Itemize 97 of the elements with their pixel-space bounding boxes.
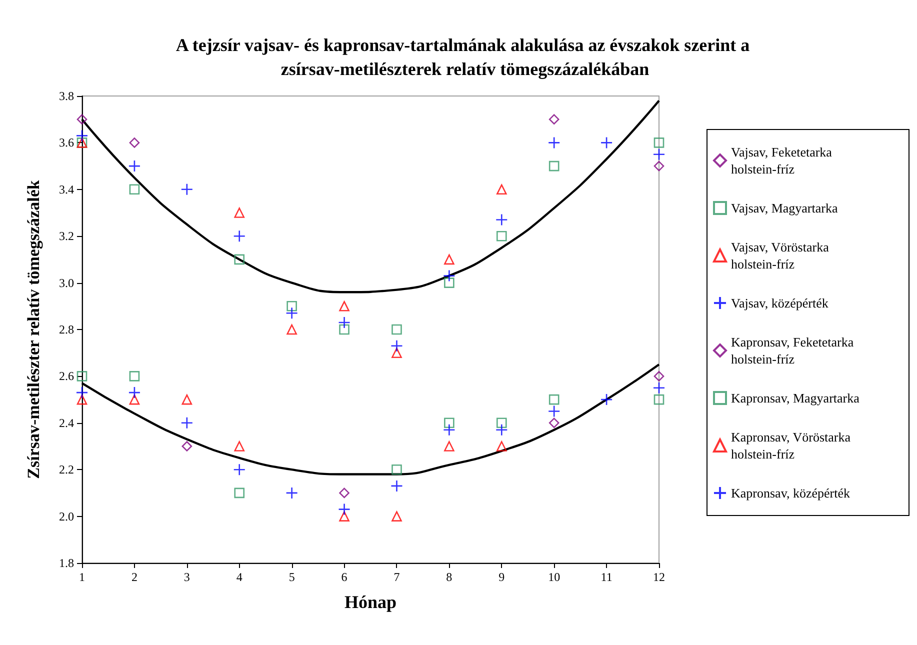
point	[652, 382, 666, 394]
x-tick-label: 9	[498, 570, 505, 584]
point	[234, 488, 245, 498]
point	[654, 394, 664, 405]
point	[548, 418, 560, 428]
x-tick-label: 3	[184, 570, 190, 584]
point	[495, 214, 508, 226]
legend-label: Kapronsav, Magyartarka	[731, 390, 860, 406]
point	[548, 136, 560, 149]
point	[392, 511, 402, 522]
point	[128, 160, 141, 172]
point	[233, 463, 246, 476]
y-tick-label: 3.0	[59, 276, 74, 290]
x-tick-label: 10	[548, 570, 560, 584]
point	[286, 301, 297, 312]
point	[444, 418, 454, 428]
x-tick-label: 5	[288, 570, 295, 584]
point	[76, 394, 88, 405]
x-tick-label: 6	[341, 570, 348, 584]
point	[548, 394, 560, 405]
point	[548, 160, 560, 172]
point	[654, 160, 664, 172]
legend-label: Vajsav, Magyartarka	[731, 200, 838, 216]
y-tick-label: 2.0	[59, 509, 74, 524]
point	[286, 486, 298, 500]
y-axis-title: Zsírsav-metilészter relatív tömegszázalék	[24, 180, 43, 479]
point	[443, 270, 456, 282]
point	[286, 324, 297, 335]
legend-label: Vajsav, Feketetarka holstein-fríz	[731, 144, 836, 176]
point	[128, 386, 141, 399]
point	[392, 324, 402, 335]
point	[444, 278, 454, 288]
y-tick-label: 2.6	[59, 369, 74, 384]
point	[339, 324, 350, 335]
point	[654, 138, 664, 148]
point	[444, 254, 454, 265]
y-tick-label: 3.2	[59, 229, 74, 244]
x-tick-label: 11	[600, 570, 612, 584]
y-tick-label: 2.2	[59, 462, 74, 477]
point	[339, 511, 350, 522]
point	[129, 394, 140, 405]
point	[443, 424, 456, 436]
point	[548, 114, 560, 124]
x-tick-label: 12	[653, 570, 665, 584]
point	[180, 183, 194, 196]
legend-label: Vajsav, középérték	[731, 296, 829, 310]
x-tick-label: 2	[131, 570, 138, 584]
point	[182, 394, 192, 405]
point	[180, 416, 194, 430]
point	[182, 441, 192, 452]
point	[338, 503, 350, 516]
point	[286, 307, 298, 320]
point	[392, 348, 402, 358]
point	[496, 230, 507, 242]
point	[129, 138, 140, 148]
point	[444, 441, 454, 452]
x-tick-label: 7	[394, 570, 400, 584]
point	[652, 148, 666, 161]
y-tick-label: 2.8	[59, 322, 74, 336]
point	[339, 488, 350, 498]
legend-label: Kapronsav, Feketetarka holstein-fríz	[731, 334, 857, 366]
point	[76, 371, 88, 382]
point	[654, 371, 664, 382]
point	[234, 208, 245, 218]
x-tick-label: 8	[446, 570, 452, 584]
x-tick-label: 1	[79, 570, 85, 584]
x-axis-title: Hónap	[344, 592, 397, 612]
chart-title: A tejzsír vajsav- és kapronsav-tartalmának alakulása az évszakok szerint a zsírsav-metilészterek relatív tömegszázalékában	[176, 35, 754, 79]
y-tick-label: 2.4	[59, 416, 74, 430]
x-tick-label: 4	[236, 570, 242, 584]
point	[338, 316, 350, 329]
point	[548, 405, 560, 418]
point	[495, 424, 508, 436]
y-tick-label: 3.8	[59, 89, 74, 103]
point	[339, 301, 350, 312]
y-tick-label: 3.4	[59, 182, 74, 196]
y-tick-label: 1.8	[59, 556, 74, 570]
point	[392, 464, 402, 475]
point	[600, 393, 613, 406]
point	[76, 114, 88, 124]
y-tick-label: 3.6	[59, 136, 74, 150]
point	[129, 184, 140, 195]
point	[496, 441, 507, 452]
point	[234, 441, 245, 452]
point	[234, 254, 245, 265]
point	[600, 136, 613, 149]
point	[76, 130, 88, 142]
legend-label: Kapronsav, középérték	[731, 486, 850, 500]
point	[496, 418, 507, 428]
point	[233, 230, 246, 242]
legend-label: Vajsav, Vöröstarka holstein-fríz	[731, 240, 832, 272]
point	[496, 184, 507, 195]
point	[390, 480, 403, 492]
point	[129, 371, 140, 382]
legend-label: Kapronsav, Vöröstarka holstein-fríz	[731, 430, 854, 462]
point	[390, 340, 403, 352]
point	[76, 386, 88, 399]
